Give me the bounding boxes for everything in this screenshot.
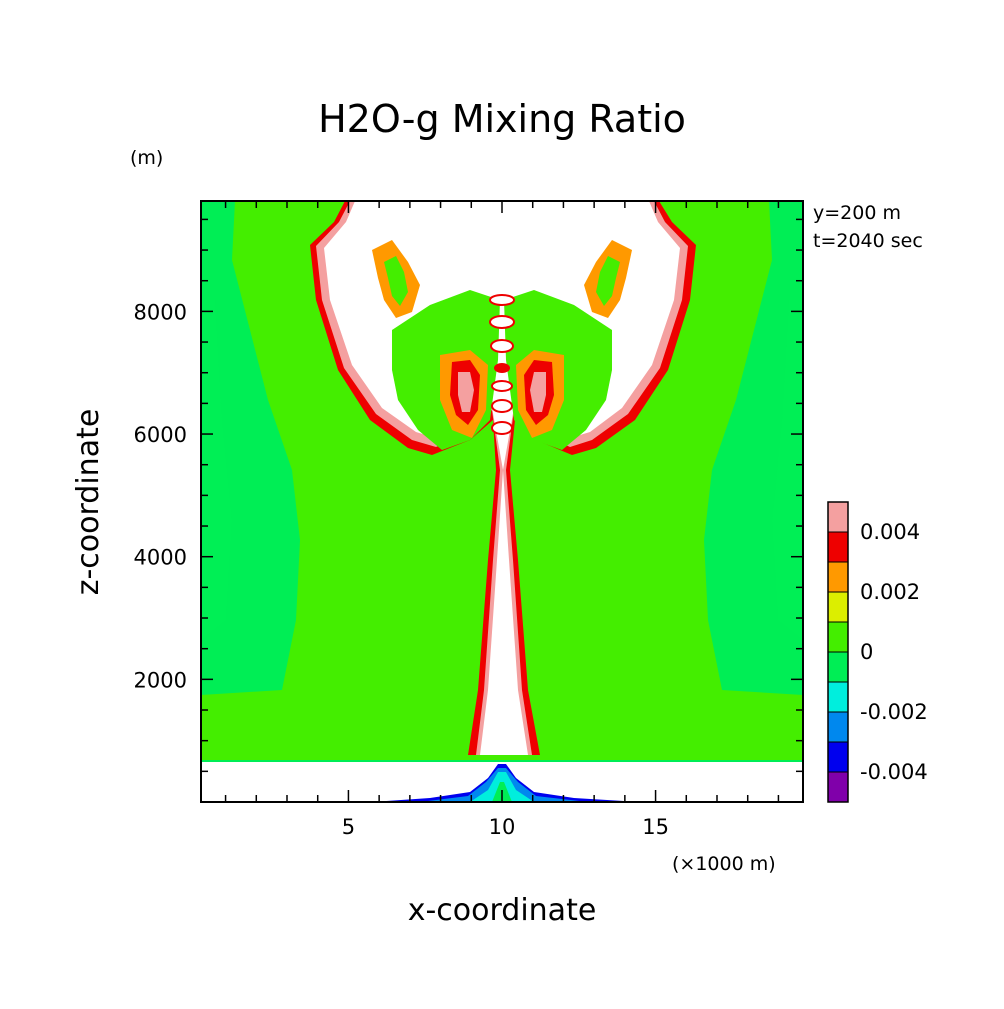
annotation-y: y=200 m [813, 202, 901, 224]
lobe-left-pink [458, 372, 474, 412]
y-axis-label: z-coordinate [71, 409, 106, 596]
colorbar-swatch [828, 622, 848, 652]
colorbar-tick-label: -0.002 [860, 700, 928, 724]
colorbar-swatch [828, 652, 848, 682]
colorbar-swatch [828, 592, 848, 622]
x-tick-label: 5 [342, 815, 355, 839]
colorbar-tick-label: -0.004 [860, 760, 928, 784]
plot-field [201, 201, 803, 802]
y-axis-ticks: 2000 4000 6000 8000 [134, 218, 803, 773]
colorbar-swatch [828, 532, 848, 562]
x-unit-label: (×1000 m) [672, 853, 776, 875]
y-tick-label: 6000 [134, 423, 187, 447]
x-tick-label: 10 [489, 815, 516, 839]
y-tick-label: 2000 [134, 668, 187, 692]
colorbar-swatch [828, 562, 848, 592]
field-moist-right-inner [772, 300, 803, 640]
colorbar-swatch [828, 742, 848, 772]
colorbar-swatch [828, 682, 848, 712]
y-tick-label: 4000 [134, 546, 187, 570]
plume-right-core [596, 256, 620, 306]
colorbar-tick-label: 0.004 [860, 520, 920, 544]
colorbar: 0.004 0.002 0 -0.002 -0.004 [827, 501, 928, 803]
plume-left-core [384, 256, 408, 306]
y-tick-label: 8000 [134, 300, 187, 324]
lobe-right-pink [530, 372, 546, 412]
x-axis-ticks: 5 10 15 [224, 201, 780, 839]
central-cells [489, 294, 515, 435]
colorbar-tick-label: 0.002 [860, 580, 920, 604]
y-unit-label: (m) [130, 147, 163, 169]
colorbar-swatch [828, 772, 848, 802]
field-moist-left-inner [201, 300, 232, 640]
x-tick-label: 15 [642, 815, 669, 839]
annotation-t: t=2040 sec [813, 230, 923, 252]
x-axis-label: x-coordinate [408, 893, 597, 928]
colorbar-swatch [828, 502, 848, 532]
colorbar-swatch [828, 712, 848, 742]
colorbar-tick-label: 0 [860, 640, 873, 664]
chart-title: H2O-g Mixing Ratio [318, 97, 686, 141]
